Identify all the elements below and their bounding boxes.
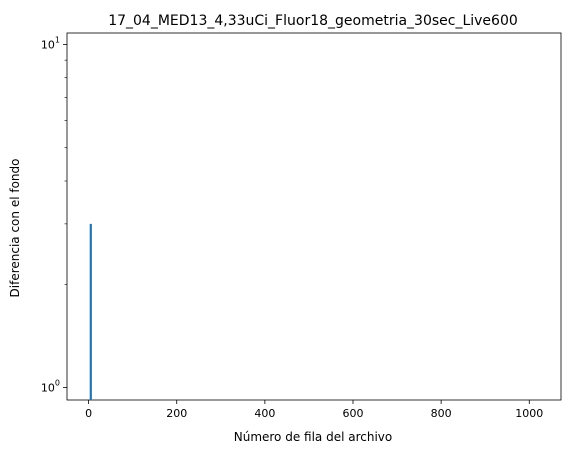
x-tick-label: 400 (254, 407, 275, 420)
y-axis-label: Diferencia con el fondo (8, 159, 22, 298)
axes-frame (66, 32, 562, 401)
x-tick-label: 800 (431, 407, 452, 420)
x-tick-label: 1000 (515, 407, 543, 420)
x-tick-label: 0 (85, 407, 92, 420)
x-axis-label: Número de fila del archivo (234, 430, 393, 444)
x-tick-label: 600 (343, 407, 364, 420)
chart-title: 17_04_MED13_4,33uCi_Fluor18_geometria_30… (108, 13, 518, 29)
y-tick-label: 101 (41, 35, 60, 51)
y-axis: 100 101 (41, 35, 67, 395)
x-tick-label: 200 (166, 407, 187, 420)
plot-area (66, 32, 562, 401)
x-axis: 0 200 400 600 800 1000 (85, 400, 543, 420)
y-tick-label: 100 (41, 379, 60, 395)
